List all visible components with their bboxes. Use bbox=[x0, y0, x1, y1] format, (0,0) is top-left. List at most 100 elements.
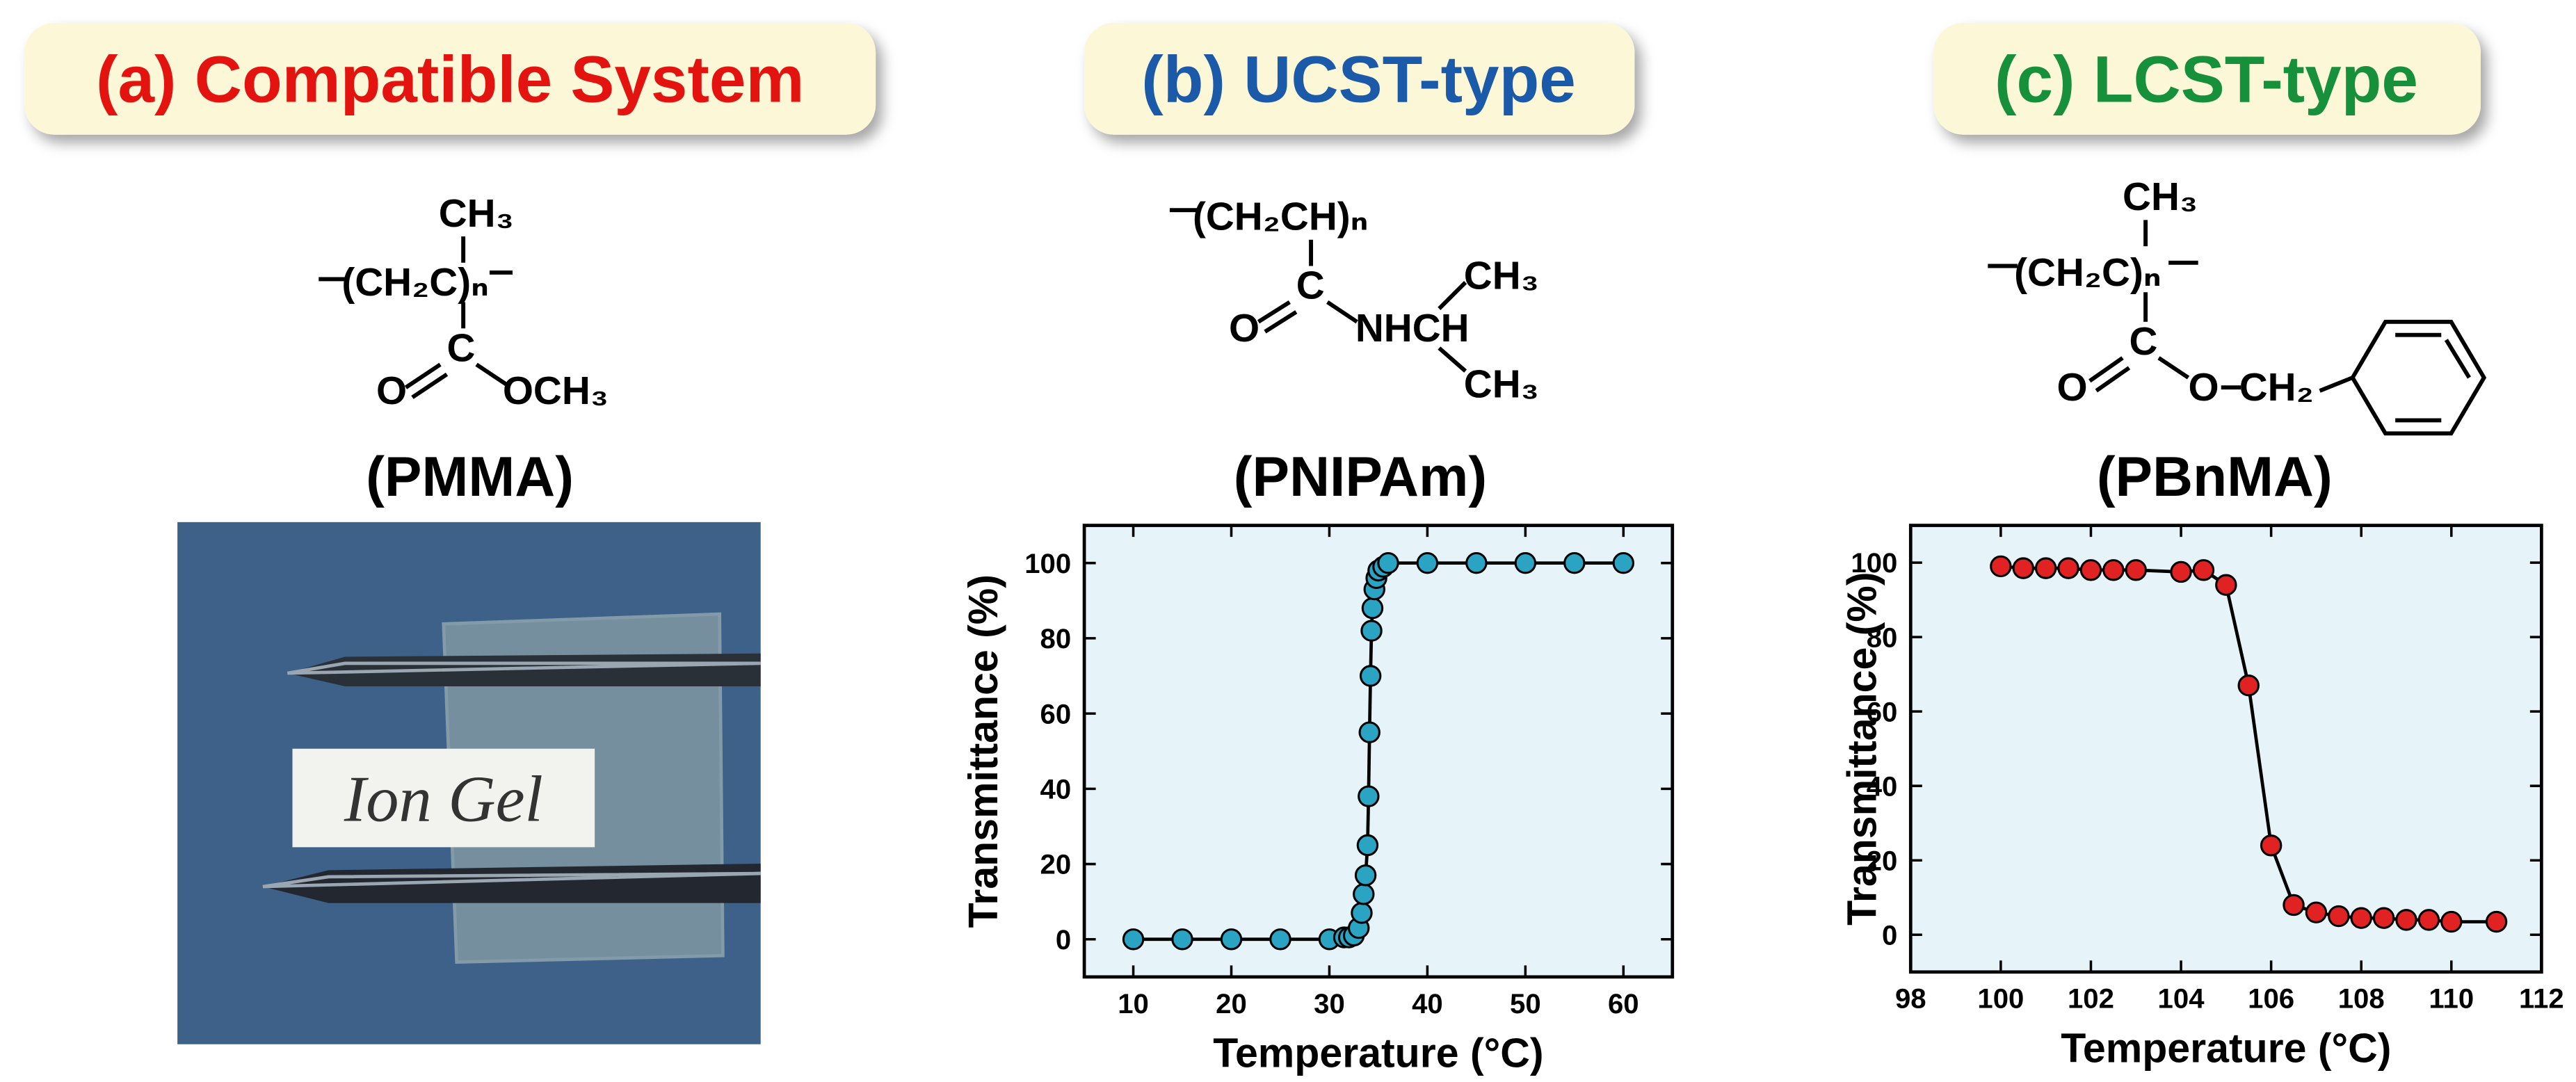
x-tick-label: 102 bbox=[2068, 983, 2114, 1015]
atom-label: CH₃ bbox=[2123, 175, 2198, 219]
benzene-ring bbox=[2350, 319, 2487, 436]
plot-area bbox=[1908, 524, 2543, 974]
y-tick-label: 0 bbox=[1056, 924, 1071, 955]
data-point bbox=[1359, 665, 1382, 687]
x-tick-label: 100 bbox=[1977, 983, 2024, 1015]
y-tick-label: 100 bbox=[1024, 548, 1071, 579]
atom-label: CH₃ bbox=[1464, 255, 1539, 298]
y-tick-label: 60 bbox=[1867, 696, 1898, 727]
y-tick-label: 80 bbox=[1040, 623, 1072, 654]
x-tick-label: 50 bbox=[1510, 988, 1541, 1019]
data-point bbox=[1358, 721, 1380, 743]
data-point bbox=[2328, 905, 2350, 928]
atom-label: C bbox=[1296, 264, 1325, 308]
title-box bbox=[1933, 23, 2481, 135]
atom-label: CH₃ bbox=[1464, 362, 1539, 406]
data-point bbox=[2102, 559, 2125, 581]
photo: Ion Gel bbox=[177, 522, 761, 1044]
data-point bbox=[2057, 557, 2079, 579]
data-point bbox=[2012, 557, 2034, 579]
y-tick-label: 20 bbox=[1040, 849, 1072, 880]
structure: CH₃ (CH₂C)ₙ C O O CH₂ bbox=[1988, 175, 2487, 436]
data-point bbox=[2440, 910, 2463, 933]
x-axis-label: Temperature (°C) bbox=[2061, 1026, 2391, 1072]
y-tick-label: 20 bbox=[1867, 845, 1898, 876]
y-tick-label: 0 bbox=[1882, 919, 1897, 951]
data-point bbox=[1465, 551, 1488, 574]
data-point bbox=[2034, 557, 2057, 579]
data-point bbox=[2237, 675, 2260, 697]
data-point bbox=[2305, 901, 2328, 923]
photo-label: Ion Gel bbox=[344, 764, 543, 836]
x-tick-label: 98 bbox=[1895, 983, 1926, 1015]
x-tick-label: 108 bbox=[2338, 983, 2385, 1015]
data-point bbox=[1351, 902, 1373, 924]
data-point bbox=[1990, 555, 2012, 578]
atom-label: CH₂ bbox=[2239, 366, 2314, 410]
y-axis-label: Transmittance (%) bbox=[960, 574, 1006, 928]
data-point bbox=[1563, 551, 1586, 574]
data-point bbox=[2170, 560, 2192, 583]
data-point bbox=[2485, 910, 2508, 933]
atom-label: O bbox=[2189, 366, 2219, 410]
data-point bbox=[2283, 894, 2305, 917]
data-point bbox=[1269, 928, 1291, 951]
atom-label: O bbox=[376, 369, 407, 413]
atom-label: (CH₂C)ₙ bbox=[341, 261, 489, 305]
panel-title: (a) Compatible System bbox=[96, 42, 804, 116]
x-tick-label: 104 bbox=[2158, 983, 2205, 1015]
atom-label: O bbox=[2057, 366, 2088, 410]
atom-label: (CH₂C)ₙ bbox=[2014, 251, 2162, 295]
y-tick-label: 100 bbox=[1851, 547, 1897, 579]
title-box bbox=[1084, 23, 1635, 135]
y-axis-label: Transmittance (%) bbox=[1840, 572, 1885, 926]
data-point bbox=[1171, 928, 1193, 951]
polymer-name: (PNIPAm) bbox=[1234, 446, 1487, 508]
x-tick-label: 40 bbox=[1412, 988, 1443, 1019]
data-point bbox=[1220, 928, 1243, 951]
x-tick-label: 106 bbox=[2248, 983, 2294, 1015]
data-point bbox=[2417, 909, 2440, 931]
atom-label: C bbox=[2129, 320, 2157, 364]
x-tick-label: 10 bbox=[1118, 988, 1149, 1019]
x-axis-label: Temperature (°C) bbox=[1213, 1031, 1543, 1076]
data-point bbox=[1358, 785, 1380, 807]
atom-label: CH₃ bbox=[439, 192, 514, 236]
data-point bbox=[1353, 883, 1375, 905]
polymer-name: (PMMA) bbox=[366, 446, 574, 508]
data-point bbox=[2372, 907, 2395, 929]
x-tick-label: 110 bbox=[2429, 983, 2474, 1015]
data-point bbox=[1514, 551, 1537, 574]
data-point bbox=[2192, 559, 2215, 581]
atom-label: C bbox=[447, 326, 476, 370]
y-tick-label: 60 bbox=[1040, 698, 1072, 729]
data-point bbox=[1377, 551, 1399, 574]
panel-title: (c) LCST-type bbox=[1995, 42, 2418, 116]
data-point bbox=[1612, 551, 1635, 574]
x-tick-label: 112 bbox=[2519, 983, 2564, 1015]
panel-title: (b) UCST-type bbox=[1141, 42, 1576, 116]
y-tick-label: 80 bbox=[1867, 622, 1898, 653]
atom-label: O bbox=[1229, 307, 1259, 350]
polymer-name: (PBnMA) bbox=[2097, 446, 2333, 508]
data-point bbox=[2079, 559, 2102, 581]
structure: (CH₂CH)ₙ C O NHCH CH₃ CH₃ bbox=[1169, 195, 1539, 406]
y-tick-label: 40 bbox=[1040, 774, 1072, 805]
structure: CH₃ (CH₂C)ₙ C O OCH₃ bbox=[319, 192, 609, 413]
data-point bbox=[2350, 907, 2372, 929]
data-point bbox=[1361, 597, 1384, 620]
atom-label: (CH₂CH)ₙ bbox=[1193, 195, 1369, 239]
data-point bbox=[2215, 574, 2237, 596]
data-point bbox=[1356, 834, 1379, 857]
y-tick-label: 40 bbox=[1867, 770, 1898, 802]
atom-label: NHCH bbox=[1355, 307, 1470, 350]
data-point bbox=[1122, 928, 1145, 951]
x-tick-label: 60 bbox=[1608, 988, 1639, 1019]
data-point bbox=[2395, 909, 2417, 931]
data-point bbox=[1360, 620, 1383, 642]
data-point bbox=[1416, 551, 1439, 574]
data-point bbox=[1354, 864, 1377, 887]
title-box bbox=[24, 23, 876, 135]
data-point bbox=[2260, 834, 2283, 857]
